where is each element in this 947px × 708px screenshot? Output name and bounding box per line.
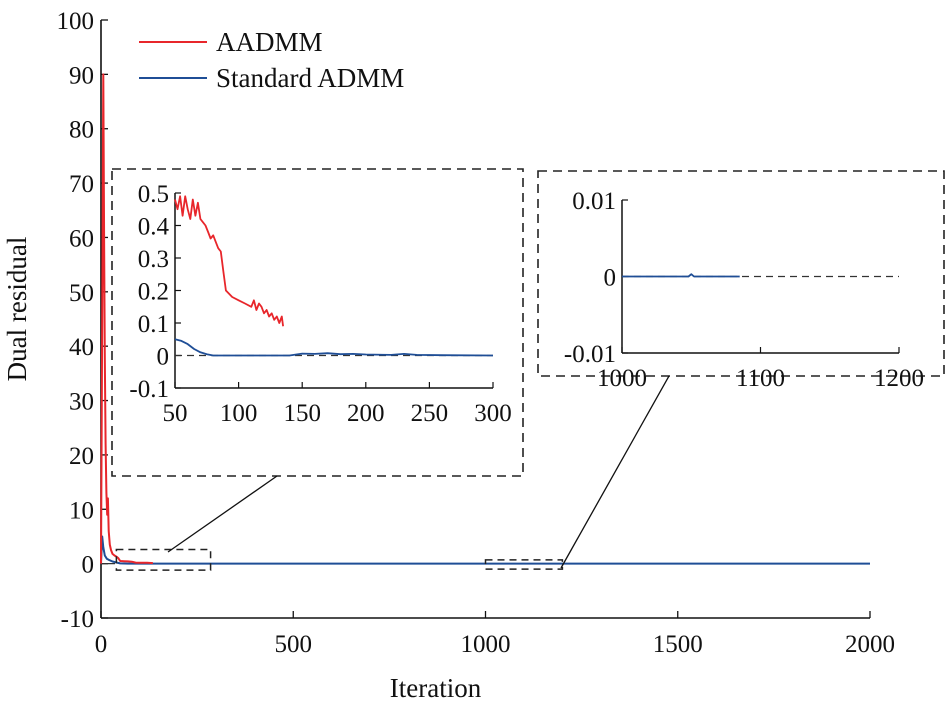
inset-x-tick-label: 150 [283, 400, 321, 427]
inset-frame [111, 168, 524, 477]
x-tick-label: 2000 [845, 631, 895, 658]
y-tick-label: 100 [57, 8, 95, 35]
y-tick-label: 10 [69, 497, 94, 524]
inset-series-line-standard-admm [174, 338, 494, 357]
zoom-region-box [484, 559, 564, 570]
y-tick-label: 40 [69, 334, 94, 361]
inset-y-tick-label: 0.1 [138, 311, 169, 338]
inset-x-tick-label: 1100 [736, 365, 785, 392]
legend-label: Standard ADMM [216, 63, 404, 93]
inset-x-tick-label: 250 [411, 400, 449, 427]
y-tick-label: 20 [69, 443, 94, 470]
x-tick-label: 1000 [461, 631, 511, 658]
inset-y-tick-label: 0.2 [138, 279, 169, 306]
inset-plot: -0.1 0 0.1 0.2 0.3 0.4 0.5 50 100 150 200 250 300 [111, 168, 524, 477]
inset-series-line-standard-admm [622, 273, 740, 278]
y-tick-label: 80 [69, 117, 94, 144]
inset-connector-line [167, 475, 278, 553]
x-tick-label: 0 [95, 631, 108, 658]
y-tick-label: -10 [61, 606, 94, 633]
inset-y-tick-label: 0.01 [572, 188, 616, 215]
y-axis-title: Dual residual [2, 237, 32, 382]
y-tick-label: 60 [69, 225, 94, 252]
x-tick-label: 1500 [653, 631, 703, 658]
x-axis-title: Iteration [390, 673, 482, 703]
series-line-standard-admm [100, 535, 870, 565]
series-line-aadmm [100, 73, 153, 565]
inset-y-tick-label: 0.5 [138, 181, 169, 208]
inset-y-tick-label: -0.1 [129, 376, 169, 403]
inset-x-tick-label: 300 [474, 400, 512, 427]
inset-y-tick-label: 0 [604, 265, 617, 292]
y-tick-label: 90 [69, 62, 94, 89]
inset-y-tick-label: 0.4 [138, 214, 170, 241]
y-tick-label: 30 [69, 389, 94, 416]
legend-label: AADMM [216, 27, 323, 57]
inset-frame [537, 170, 945, 377]
inset-plot: -0.01 0 0.01 1000 1100 1200 [537, 170, 945, 392]
inset-x-tick-label: 50 [163, 400, 188, 427]
inset-y-tick-label: 0.3 [138, 246, 169, 273]
y-tick-label: 0 [82, 552, 95, 579]
zoom-region-box [115, 548, 212, 571]
x-tick-label: 500 [275, 631, 313, 658]
inset-x-tick-label: 100 [220, 400, 258, 427]
inset-series-line-aadmm [174, 195, 284, 327]
inset-x-tick-label: 200 [347, 400, 385, 427]
y-tick-label: 50 [69, 280, 94, 307]
legend: AADMM Standard ADMM [139, 27, 404, 93]
inset-connector-line [560, 375, 670, 569]
inset-x-tick-label: 1000 [597, 365, 647, 392]
inset-x-tick-label: 1200 [874, 365, 924, 392]
y-tick-label: 70 [69, 171, 94, 198]
inset-y-tick-label: -0.01 [564, 341, 616, 368]
inset-y-tick-label: 0 [157, 344, 170, 371]
